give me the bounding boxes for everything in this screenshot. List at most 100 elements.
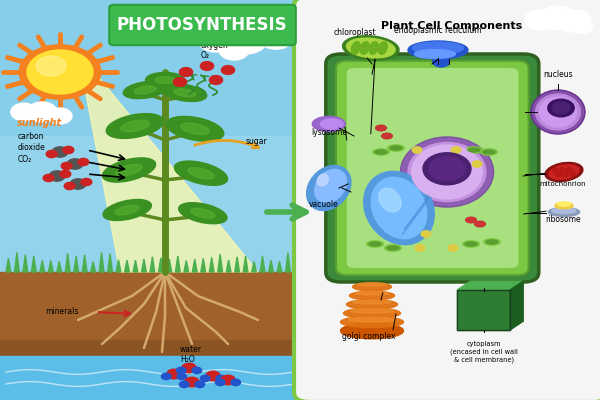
Ellipse shape: [390, 146, 402, 150]
Circle shape: [423, 153, 471, 185]
Polygon shape: [82, 255, 87, 272]
Ellipse shape: [343, 308, 401, 318]
Ellipse shape: [134, 86, 156, 94]
Polygon shape: [260, 256, 265, 272]
Ellipse shape: [191, 208, 215, 218]
Circle shape: [415, 245, 425, 251]
Polygon shape: [31, 256, 36, 272]
Ellipse shape: [174, 89, 196, 97]
Circle shape: [173, 78, 187, 86]
Ellipse shape: [369, 242, 381, 246]
Circle shape: [52, 147, 68, 157]
Ellipse shape: [466, 217, 476, 223]
Text: endoplasmic reticulum: endoplasmic reticulum: [394, 26, 482, 35]
Ellipse shape: [388, 145, 404, 151]
Polygon shape: [116, 260, 121, 272]
Ellipse shape: [314, 169, 347, 203]
Circle shape: [182, 363, 196, 373]
Circle shape: [472, 161, 482, 167]
Polygon shape: [218, 254, 223, 272]
Polygon shape: [57, 262, 62, 272]
Text: sunlight: sunlight: [16, 118, 62, 128]
Circle shape: [70, 179, 86, 189]
Ellipse shape: [116, 164, 142, 176]
Polygon shape: [65, 253, 70, 272]
Circle shape: [198, 28, 234, 52]
Circle shape: [525, 10, 555, 30]
Polygon shape: [286, 252, 290, 272]
Ellipse shape: [320, 119, 343, 129]
Polygon shape: [226, 260, 231, 272]
Circle shape: [571, 19, 593, 33]
Ellipse shape: [317, 174, 328, 186]
Circle shape: [185, 377, 199, 387]
Ellipse shape: [188, 168, 214, 179]
Ellipse shape: [341, 323, 404, 339]
Ellipse shape: [103, 200, 151, 220]
Ellipse shape: [413, 42, 464, 54]
Text: Plant Cell Components: Plant Cell Components: [380, 21, 522, 31]
Circle shape: [48, 108, 72, 124]
Bar: [0, 136, 300, 272]
Polygon shape: [91, 262, 95, 272]
Polygon shape: [167, 259, 172, 272]
Ellipse shape: [568, 167, 575, 177]
Circle shape: [225, 26, 267, 54]
FancyBboxPatch shape: [336, 61, 529, 275]
Polygon shape: [133, 260, 138, 272]
Ellipse shape: [370, 42, 378, 54]
Polygon shape: [193, 259, 197, 272]
Ellipse shape: [353, 283, 392, 291]
Circle shape: [548, 99, 574, 117]
Ellipse shape: [466, 147, 482, 153]
Circle shape: [67, 159, 83, 169]
Text: chloroplast: chloroplast: [334, 28, 377, 37]
Polygon shape: [74, 256, 79, 272]
Circle shape: [195, 381, 205, 388]
Ellipse shape: [415, 50, 455, 58]
Circle shape: [200, 375, 210, 382]
Circle shape: [43, 174, 54, 182]
Circle shape: [179, 68, 193, 76]
Polygon shape: [457, 281, 523, 290]
Text: nucleus: nucleus: [543, 70, 573, 79]
Ellipse shape: [343, 36, 399, 60]
Circle shape: [161, 373, 171, 380]
Bar: [0, 340, 300, 360]
Ellipse shape: [115, 205, 139, 215]
Text: lysosome: lysosome: [311, 128, 347, 137]
Ellipse shape: [481, 149, 497, 155]
Circle shape: [19, 45, 101, 99]
Ellipse shape: [539, 97, 577, 127]
Text: oxygen
O₂: oxygen O₂: [201, 41, 229, 60]
Ellipse shape: [361, 42, 369, 54]
Ellipse shape: [166, 116, 224, 141]
Ellipse shape: [175, 161, 227, 185]
Ellipse shape: [353, 300, 391, 304]
Polygon shape: [107, 254, 112, 272]
Polygon shape: [175, 256, 180, 272]
Polygon shape: [243, 256, 248, 272]
Polygon shape: [23, 255, 28, 272]
Ellipse shape: [350, 309, 394, 313]
Ellipse shape: [313, 116, 346, 132]
Circle shape: [78, 158, 89, 166]
Ellipse shape: [349, 317, 395, 322]
Circle shape: [63, 146, 74, 154]
Circle shape: [27, 102, 57, 122]
Ellipse shape: [536, 94, 581, 130]
Ellipse shape: [103, 158, 155, 182]
Ellipse shape: [552, 208, 576, 214]
Circle shape: [448, 245, 458, 251]
Polygon shape: [209, 258, 214, 272]
Ellipse shape: [346, 38, 395, 58]
Circle shape: [46, 150, 57, 158]
Ellipse shape: [475, 221, 485, 227]
Text: mitochonrion: mitochonrion: [539, 181, 586, 187]
Bar: [0, 356, 300, 400]
Ellipse shape: [352, 42, 360, 54]
Ellipse shape: [483, 150, 495, 154]
Circle shape: [552, 102, 570, 114]
Ellipse shape: [468, 148, 480, 152]
Polygon shape: [40, 260, 44, 272]
